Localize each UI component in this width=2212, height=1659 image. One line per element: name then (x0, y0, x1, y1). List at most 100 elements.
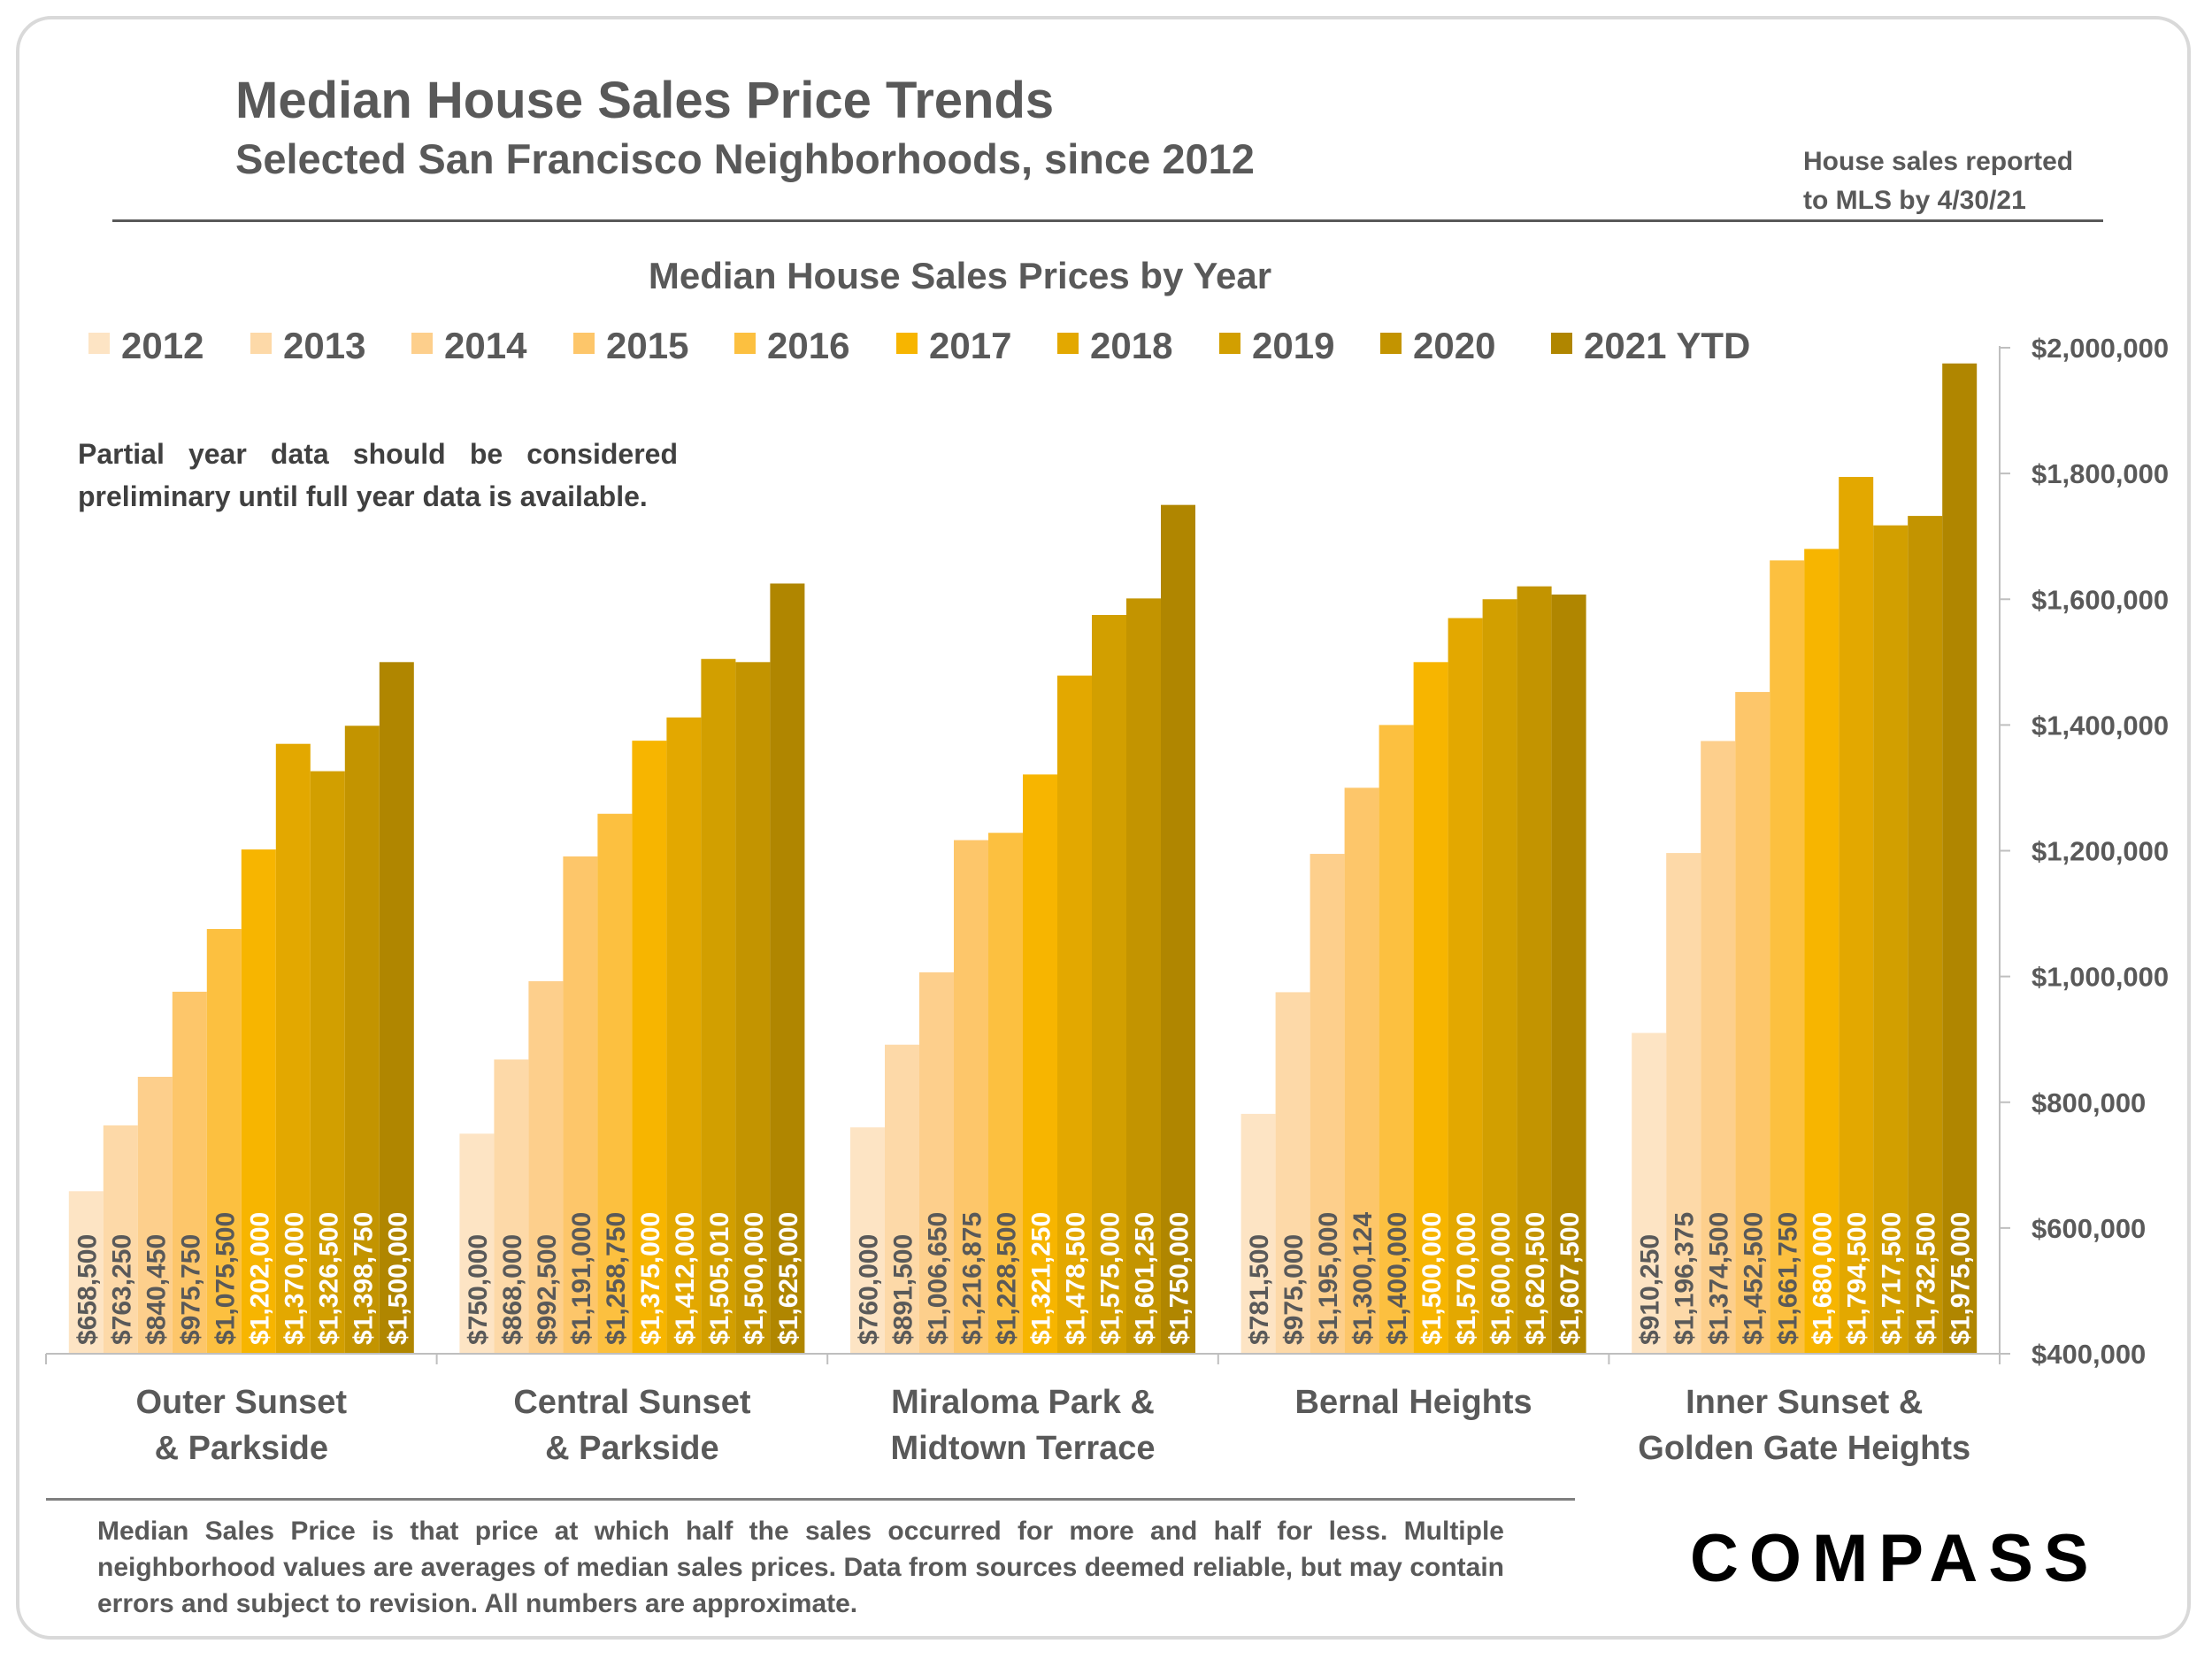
bar-2017-3 (1023, 774, 1057, 1354)
y-tick-label: $1,400,000 (2032, 710, 2169, 741)
data-label: $1,326,500 (314, 1212, 343, 1345)
bar-2017-2 (632, 741, 667, 1354)
bar-2012-1 (68, 1191, 104, 1354)
bar-2020-1 (344, 726, 380, 1354)
legend-label: 2020 (1413, 325, 1495, 366)
data-label: $1,375,000 (636, 1212, 665, 1345)
data-label: $1,750,000 (1165, 1212, 1194, 1345)
legend-swatch (573, 333, 595, 354)
data-label: $1,452,500 (1740, 1212, 1769, 1345)
data-label: $1,680,000 (1809, 1212, 1838, 1345)
bar-2015-4 (1344, 787, 1379, 1354)
data-label: $1,191,000 (567, 1212, 596, 1345)
y-tick-label: $600,000 (2032, 1213, 2146, 1244)
bar-2014-4 (1310, 854, 1345, 1354)
y-tick-label: $2,000,000 (2032, 333, 2169, 364)
data-label: $1,500,000 (740, 1212, 769, 1345)
data-source-note-line1: House sales reported (1803, 147, 2074, 176)
data-label: $891,500 (889, 1234, 918, 1345)
y-tick-label: $1,600,000 (2032, 584, 2169, 615)
data-label: $1,400,000 (1383, 1212, 1412, 1345)
legend-swatch (1057, 333, 1079, 354)
category-label: Central Sunset (513, 1384, 751, 1421)
bar-2013-4 (1275, 992, 1310, 1354)
y-tick-label: $800,000 (2032, 1087, 2146, 1118)
bar-2017-5 (1804, 549, 1839, 1354)
data-label: $1,607,500 (1555, 1212, 1585, 1345)
bar-2012-4 (1240, 1113, 1276, 1354)
data-label: $763,250 (107, 1234, 136, 1345)
page-title: Median House Sales Price Trends (235, 72, 1055, 129)
bar-2021-ytd-3 (1161, 504, 1195, 1354)
data-source-note-line2: to MLS by 4/30/21 (1803, 186, 2026, 215)
legend-label: 2017 (929, 325, 1011, 366)
bar-2021-ytd-2 (770, 583, 805, 1354)
data-label: $1,228,500 (993, 1212, 1022, 1345)
bar-2012-2 (459, 1133, 495, 1354)
bar-2013-1 (103, 1125, 138, 1354)
legend-swatch (734, 333, 756, 354)
category-label: Midtown Terrace (890, 1430, 1155, 1467)
bar-2015-3 (954, 840, 988, 1354)
bar-2020-3 (1126, 598, 1161, 1354)
legend-swatch (1551, 333, 1572, 354)
bar-2014-3 (919, 972, 954, 1354)
data-label: $1,570,000 (1452, 1212, 1481, 1345)
data-label: $1,600,000 (1486, 1212, 1516, 1345)
header-divider (112, 219, 2103, 222)
data-label: $1,258,750 (602, 1212, 631, 1345)
data-label: $910,250 (1636, 1234, 1665, 1345)
data-label: $840,450 (142, 1234, 171, 1345)
data-label: $1,732,500 (1912, 1212, 1941, 1345)
bar-2015-5 (1735, 692, 1770, 1354)
legend-label: 2015 (606, 325, 688, 366)
bar-2016-4 (1379, 725, 1414, 1354)
data-label: $658,500 (73, 1234, 102, 1345)
data-label: $1,505,010 (705, 1212, 734, 1345)
data-label: $1,575,000 (1096, 1212, 1125, 1345)
category-label: Outer Sunset (135, 1384, 347, 1421)
category-label: Golden Gate Heights (1638, 1430, 1970, 1467)
legend-swatch (1219, 333, 1240, 354)
bar-2018-5 (1839, 477, 1874, 1354)
data-source-note: House sales reported to MLS by 4/30/21 (1803, 142, 2073, 220)
bar-2012-3 (850, 1127, 885, 1354)
data-label: $750,000 (464, 1234, 493, 1345)
bar-2020-2 (735, 662, 771, 1354)
bar-2016-2 (597, 813, 633, 1354)
bar-2018-1 (275, 743, 311, 1354)
bar-2019-5 (1873, 525, 1909, 1354)
bar-2021-ytd-1 (379, 662, 414, 1354)
footnote: Median Sales Price is that price at whic… (97, 1517, 1504, 1618)
data-label: $1,794,500 (1843, 1212, 1872, 1345)
legend-label: 2018 (1090, 325, 1172, 366)
bar-2013-3 (885, 1044, 919, 1354)
data-label: $868,000 (498, 1234, 527, 1345)
bar-2019-2 (701, 658, 736, 1354)
bar-2014-5 (1701, 741, 1736, 1354)
data-label: $1,196,375 (1671, 1212, 1700, 1345)
legend-label: 2016 (767, 325, 849, 366)
y-tick-label: $1,200,000 (2032, 836, 2169, 867)
category-label: & Parkside (155, 1430, 328, 1467)
compass-logo: COMPASS (1690, 1521, 2100, 1596)
data-label: $975,000 (1279, 1234, 1309, 1345)
legend-label: 2019 (1252, 325, 1334, 366)
legend-swatch (411, 333, 433, 354)
bar-2018-4 (1448, 618, 1483, 1354)
data-label: $1,370,000 (280, 1212, 309, 1345)
bar-2016-5 (1770, 560, 1805, 1354)
bar-2015-1 (172, 991, 207, 1354)
bar-2013-5 (1666, 853, 1701, 1354)
bar-2013-2 (494, 1059, 529, 1354)
category-label: & Parkside (545, 1430, 718, 1467)
legend-swatch (250, 333, 272, 354)
bar-2017-1 (241, 849, 276, 1354)
data-label: $1,300,124 (1348, 1212, 1378, 1345)
data-label: $1,075,500 (211, 1212, 240, 1345)
data-label: $1,620,500 (1521, 1212, 1550, 1345)
category-label: Miraloma Park & (891, 1384, 1155, 1421)
bar-2015-2 (563, 856, 598, 1354)
category-label: Inner Sunset & (1686, 1384, 1923, 1421)
bar-2017-4 (1413, 662, 1448, 1354)
